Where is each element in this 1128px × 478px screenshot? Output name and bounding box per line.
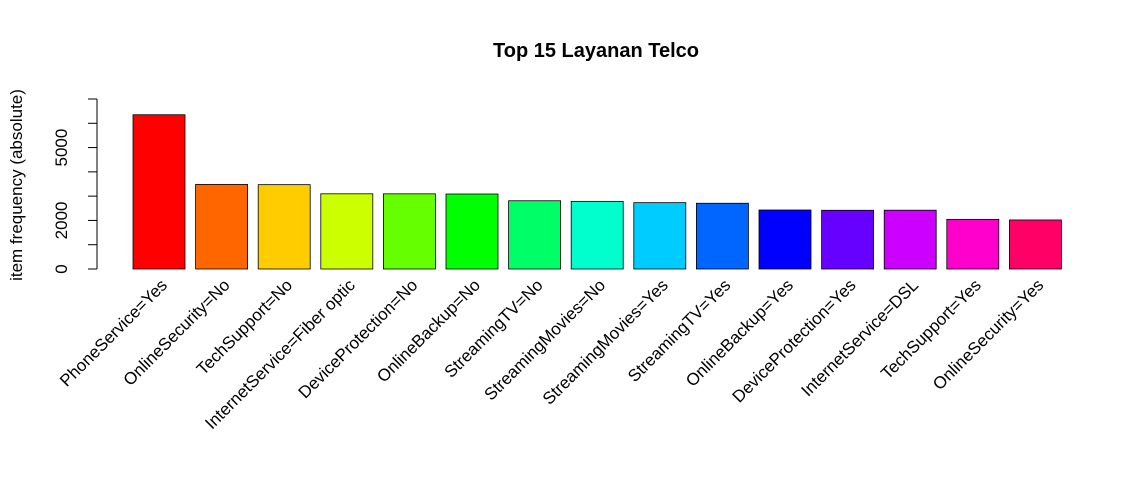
bar [257, 184, 311, 270]
bar [132, 114, 186, 270]
x-tick-label: DeviceProtection=No [295, 276, 422, 403]
x-tick-label: DeviceProtection=Yes [729, 276, 860, 407]
y-tick-label: 2000 [52, 202, 71, 240]
bar [633, 202, 687, 270]
bar [320, 193, 374, 270]
y-axis-title: item frequency (absolute) [7, 89, 26, 281]
x-tick-label: OnlineBackup=Yes [682, 276, 797, 391]
x-tick-label: StreamingMovies=Yes [539, 276, 672, 409]
bar [508, 200, 562, 270]
bar [946, 218, 1000, 270]
x-tick-label: PhoneService=Yes [56, 276, 171, 391]
bar [195, 183, 249, 270]
bar [570, 200, 624, 270]
y-tick-label: 5000 [52, 129, 71, 167]
x-tick-label: OnlineSecurity=No [120, 276, 234, 390]
chart-title: Top 15 Layanan Telco [493, 40, 699, 62]
x-tick-label: InternetService=DSL [798, 276, 923, 401]
bar [445, 193, 499, 270]
y-tick-label: 0 [52, 264, 71, 273]
x-tick-label: StreamingMovies=No [481, 276, 610, 405]
x-tick-label: OnlineBackup=No [373, 276, 484, 387]
x-tick-label: OnlineSecurity=Yes [929, 276, 1047, 394]
bar [1009, 219, 1062, 270]
bar [758, 209, 812, 270]
bar [883, 209, 937, 270]
bar [382, 193, 436, 270]
bar [821, 209, 874, 270]
bar [696, 202, 749, 270]
